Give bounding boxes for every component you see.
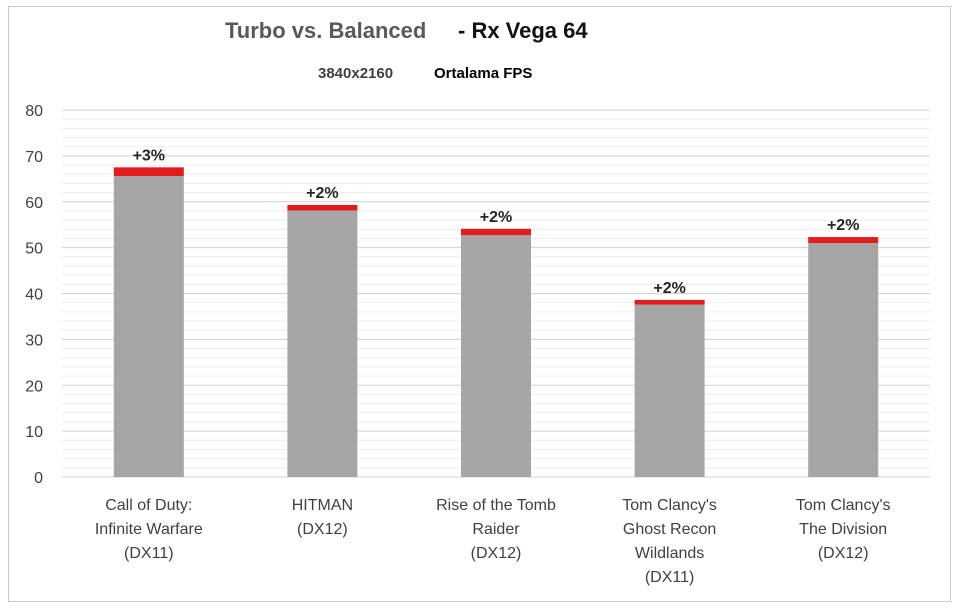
bar-balanced — [808, 243, 879, 477]
bar-turbo — [287, 204, 358, 211]
percent-label: +3% — [133, 147, 165, 164]
chart-title-suffix: - Rx Vega 64 — [458, 18, 588, 43]
y-tick-label: 70 — [25, 149, 43, 166]
bar-turbo — [808, 237, 879, 244]
x-category-label-line: Ghost Recon — [623, 521, 716, 538]
bar-turbo — [113, 167, 184, 177]
x-category-label-line: (DX12) — [818, 545, 869, 562]
x-category-label-line: Call of Duty: — [105, 497, 192, 514]
bar-balanced — [461, 235, 531, 477]
x-category-label-line: Tom Clancy's — [622, 497, 717, 514]
x-category-label-line: The Division — [799, 521, 887, 538]
x-category-label-line: (DX12) — [297, 521, 348, 538]
x-category-label-line: Tom Clancy's — [796, 497, 891, 514]
bar-balanced — [113, 176, 184, 477]
chart-title: Turbo vs. Balanced - Rx Vega 64 — [225, 18, 588, 43]
y-tick-label: 20 — [25, 378, 43, 395]
y-tick-label: 30 — [25, 332, 43, 349]
x-category-label-line: Infinite Warfare — [95, 521, 203, 538]
percent-label: +2% — [653, 280, 685, 297]
bars: +3% +2% +2% +2% +2% — [113, 147, 879, 477]
bar-balanced — [287, 210, 358, 477]
x-category-label-line: Wildlands — [635, 545, 704, 562]
x-category-label: Tom Clancy's Ghost Recon Wildlands (DX11) — [622, 497, 717, 586]
x-category-label: Call of Duty: Infinite Warfare (DX11) — [95, 497, 203, 562]
y-tick-label: 10 — [25, 424, 43, 441]
x-category-label-line: (DX12) — [471, 545, 522, 562]
x-category-label: HITMAN (DX12) — [292, 497, 353, 538]
x-category-label-line: Raider — [472, 521, 520, 538]
percent-label: +2% — [306, 185, 338, 202]
x-category-label: Rise of the Tomb Raider (DX12) — [436, 497, 556, 562]
x-axis-labels: Call of Duty: Infinite Warfare (DX11) HITMA… — [95, 497, 891, 586]
y-tick-label: 0 — [34, 470, 43, 487]
subtitle-resolution: 3840x2160 — [318, 65, 393, 82]
x-category-label-line: (DX11) — [124, 545, 174, 562]
y-axis-ticks: 0 10 20 30 40 50 60 70 80 — [25, 103, 43, 487]
percent-label: +2% — [480, 209, 512, 226]
subtitle-metric: Ortalama FPS — [434, 65, 532, 82]
y-tick-label: 50 — [25, 241, 43, 258]
bar-turbo — [461, 228, 531, 236]
percent-label: +2% — [827, 217, 859, 234]
x-category-label-line: (DX11) — [645, 569, 695, 586]
x-category-label-line: Rise of the Tomb — [436, 497, 556, 514]
chart-title-main: Turbo vs. Balanced — [225, 18, 426, 43]
chart-subtitle: 3840x2160 Ortalama FPS — [318, 65, 532, 82]
bar-balanced — [634, 304, 705, 477]
y-tick-label: 80 — [25, 103, 43, 120]
y-tick-label: 60 — [25, 195, 43, 212]
bar-turbo — [634, 299, 705, 305]
y-tick-label: 40 — [25, 287, 43, 304]
x-category-label-line: HITMAN — [292, 497, 353, 514]
x-category-label: Tom Clancy's The Division (DX12) — [796, 497, 891, 562]
